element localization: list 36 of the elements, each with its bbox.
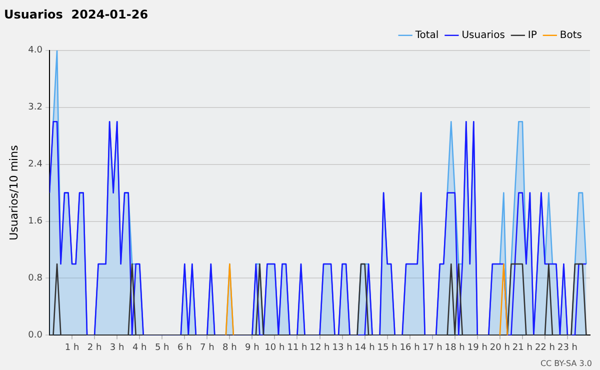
chart-title: Usuarios 2024-01-26 (4, 7, 148, 22)
x-tick-label: 4 h (132, 342, 147, 353)
y-tick-label: 3.2 (28, 102, 43, 113)
legend-label: Bots (560, 30, 582, 41)
x-tick-label: 1 h (64, 342, 80, 353)
x-tick-label: 12 h (310, 342, 330, 353)
legend-label: IP (528, 30, 537, 41)
legend-label: Usuarios (462, 30, 505, 41)
y-axis-title: Usuarios/10 mins (7, 144, 20, 240)
y-tick-label: 4.0 (28, 46, 43, 56)
x-tick-label: 9 h (245, 342, 260, 353)
x-tick-label: 11 h (287, 342, 308, 353)
x-tick-label: 6 h (177, 342, 192, 353)
y-tick-label: 0.8 (28, 274, 43, 284)
x-tick-label: 13 h (332, 342, 352, 353)
legend-label: Total (414, 30, 439, 41)
x-tick-label: 5 h (154, 342, 170, 353)
x-tick-label: 22 h (534, 342, 555, 353)
x-tick-label: 2 h (87, 342, 102, 353)
text: CC BY-SA 3.0 (540, 359, 592, 368)
x-tick-label: 10 h (264, 342, 285, 353)
x-tick-label: 20 h (490, 342, 510, 353)
x-tick-label: 18 h (444, 342, 465, 353)
x-tick-label: 7 h (200, 342, 214, 353)
y-tick-label: 1.6 (28, 216, 43, 227)
x-tick-label: 17 h (422, 342, 442, 353)
x-tick-label: 23 h (557, 342, 578, 353)
x-tick-label: 8 h (222, 342, 237, 353)
x-tick-label: 14 h (354, 342, 375, 353)
x-tick-label: 16 h (400, 342, 420, 353)
x-tick-label: 3 h (110, 342, 124, 353)
x-tick-label: 21 h (512, 342, 532, 353)
y-tick-label: 0.0 (28, 330, 43, 341)
x-tick-label: 19 h (467, 342, 488, 353)
x-tick-label: 15 h (377, 342, 398, 353)
y-tick-label: 2.4 (28, 160, 43, 170)
